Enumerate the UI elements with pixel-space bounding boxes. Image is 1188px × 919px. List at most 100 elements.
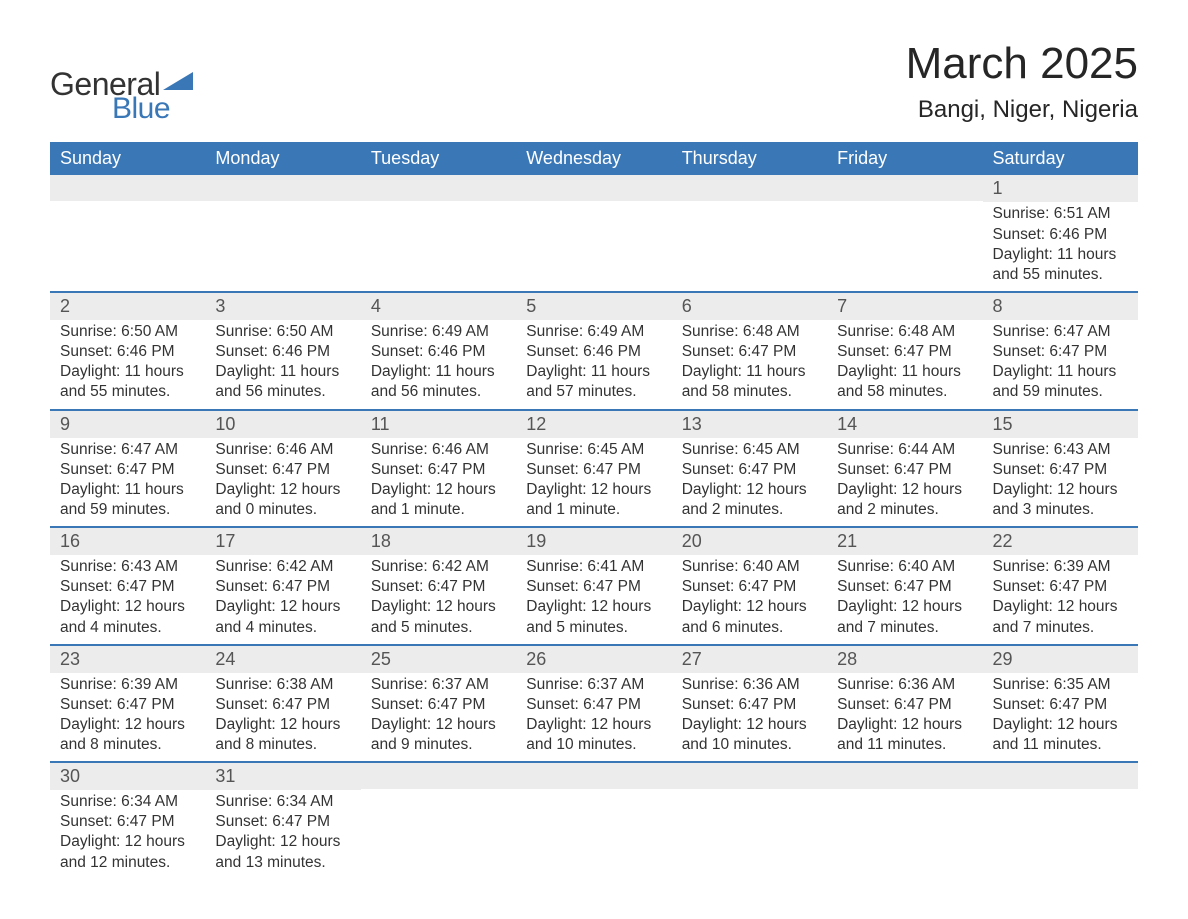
day-number-empty (361, 763, 516, 789)
day-number: 12 (516, 411, 671, 438)
day-data: Sunrise: 6:49 AMSunset: 6:46 PMDaylight:… (361, 320, 516, 409)
sunrise-line: Sunrise: 6:34 AM (215, 792, 350, 812)
calendar-day-cell: 14Sunrise: 6:44 AMSunset: 6:47 PMDayligh… (827, 410, 982, 528)
day-number: 8 (983, 293, 1138, 320)
sunset-line: Sunset: 6:47 PM (526, 695, 661, 715)
calendar-day-cell (361, 175, 516, 292)
sunrise-line: Sunrise: 6:49 AM (526, 322, 661, 342)
day-data: Sunrise: 6:45 AMSunset: 6:47 PMDaylight:… (672, 438, 827, 527)
day-number-empty (983, 763, 1138, 789)
calendar-day-cell: 3Sunrise: 6:50 AMSunset: 6:46 PMDaylight… (205, 292, 360, 410)
daylight-line-2: and 13 minutes. (215, 853, 350, 873)
sunset-line: Sunset: 6:47 PM (215, 695, 350, 715)
calendar-day-cell (827, 762, 982, 879)
day-data: Sunrise: 6:42 AMSunset: 6:47 PMDaylight:… (205, 555, 360, 644)
day-data-empty (516, 201, 671, 271)
day-number-empty (516, 175, 671, 201)
calendar-day-cell (50, 175, 205, 292)
brand-logo: General Blue (50, 68, 193, 124)
daylight-line-2: and 58 minutes. (682, 382, 817, 402)
calendar-day-cell (205, 175, 360, 292)
day-number: 19 (516, 528, 671, 555)
daylight-line-1: Daylight: 12 hours (371, 597, 506, 617)
calendar-page: General Blue March 2025 Bangi, Niger, Ni… (0, 0, 1188, 919)
calendar-day-cell: 5Sunrise: 6:49 AMSunset: 6:46 PMDaylight… (516, 292, 671, 410)
sunrise-line: Sunrise: 6:36 AM (837, 675, 972, 695)
daylight-line-1: Daylight: 12 hours (682, 480, 817, 500)
calendar-week-row: 23Sunrise: 6:39 AMSunset: 6:47 PMDayligh… (50, 645, 1138, 763)
daylight-line-2: and 7 minutes. (837, 618, 972, 638)
daylight-line-2: and 10 minutes. (682, 735, 817, 755)
sunrise-line: Sunrise: 6:36 AM (682, 675, 817, 695)
calendar-day-cell: 29Sunrise: 6:35 AMSunset: 6:47 PMDayligh… (983, 645, 1138, 763)
sunrise-line: Sunrise: 6:39 AM (993, 557, 1128, 577)
day-data-empty (672, 789, 827, 859)
sunset-line: Sunset: 6:47 PM (837, 577, 972, 597)
day-number: 13 (672, 411, 827, 438)
daylight-line-1: Daylight: 12 hours (837, 597, 972, 617)
calendar-week-row: 30Sunrise: 6:34 AMSunset: 6:47 PMDayligh… (50, 762, 1138, 879)
calendar-day-cell: 31Sunrise: 6:34 AMSunset: 6:47 PMDayligh… (205, 762, 360, 879)
sunset-line: Sunset: 6:47 PM (60, 695, 195, 715)
day-number: 10 (205, 411, 360, 438)
day-number: 25 (361, 646, 516, 673)
sunset-line: Sunset: 6:46 PM (60, 342, 195, 362)
calendar-day-cell: 18Sunrise: 6:42 AMSunset: 6:47 PMDayligh… (361, 527, 516, 645)
day-number: 31 (205, 763, 360, 790)
day-data: Sunrise: 6:50 AMSunset: 6:46 PMDaylight:… (50, 320, 205, 409)
calendar-day-cell (516, 762, 671, 879)
sunrise-line: Sunrise: 6:39 AM (60, 675, 195, 695)
weekday-header-row: Sunday Monday Tuesday Wednesday Thursday… (50, 142, 1138, 175)
day-number: 9 (50, 411, 205, 438)
daylight-line-2: and 5 minutes. (371, 618, 506, 638)
day-data: Sunrise: 6:41 AMSunset: 6:47 PMDaylight:… (516, 555, 671, 644)
day-data-empty (516, 789, 671, 859)
sunset-line: Sunset: 6:47 PM (993, 695, 1128, 715)
sunset-line: Sunset: 6:47 PM (215, 812, 350, 832)
day-number: 11 (361, 411, 516, 438)
calendar-day-cell (983, 762, 1138, 879)
sunset-line: Sunset: 6:47 PM (682, 577, 817, 597)
sunrise-line: Sunrise: 6:37 AM (371, 675, 506, 695)
sunset-line: Sunset: 6:47 PM (526, 460, 661, 480)
day-data-empty (361, 201, 516, 271)
sunrise-line: Sunrise: 6:49 AM (371, 322, 506, 342)
sunset-line: Sunset: 6:47 PM (682, 342, 817, 362)
brand-triangle-icon (163, 70, 193, 94)
daylight-line-1: Daylight: 11 hours (526, 362, 661, 382)
calendar-day-cell: 9Sunrise: 6:47 AMSunset: 6:47 PMDaylight… (50, 410, 205, 528)
daylight-line-1: Daylight: 12 hours (993, 597, 1128, 617)
sunset-line: Sunset: 6:47 PM (993, 460, 1128, 480)
sunrise-line: Sunrise: 6:45 AM (526, 440, 661, 460)
daylight-line-1: Daylight: 11 hours (837, 362, 972, 382)
sunrise-line: Sunrise: 6:45 AM (682, 440, 817, 460)
day-number: 29 (983, 646, 1138, 673)
sunrise-line: Sunrise: 6:38 AM (215, 675, 350, 695)
sunset-line: Sunset: 6:47 PM (60, 577, 195, 597)
sunset-line: Sunset: 6:47 PM (682, 695, 817, 715)
calendar-day-cell: 15Sunrise: 6:43 AMSunset: 6:47 PMDayligh… (983, 410, 1138, 528)
day-data: Sunrise: 6:36 AMSunset: 6:47 PMDaylight:… (827, 673, 982, 762)
sunrise-line: Sunrise: 6:42 AM (215, 557, 350, 577)
calendar-day-cell: 23Sunrise: 6:39 AMSunset: 6:47 PMDayligh… (50, 645, 205, 763)
day-number: 16 (50, 528, 205, 555)
sunrise-line: Sunrise: 6:43 AM (60, 557, 195, 577)
sunset-line: Sunset: 6:47 PM (993, 577, 1128, 597)
day-data: Sunrise: 6:48 AMSunset: 6:47 PMDaylight:… (672, 320, 827, 409)
daylight-line-2: and 1 minute. (526, 500, 661, 520)
sunset-line: Sunset: 6:46 PM (993, 225, 1128, 245)
sunset-line: Sunset: 6:47 PM (526, 577, 661, 597)
sunrise-line: Sunrise: 6:50 AM (215, 322, 350, 342)
calendar-body: 1Sunrise: 6:51 AMSunset: 6:46 PMDaylight… (50, 175, 1138, 878)
day-number: 30 (50, 763, 205, 790)
day-number-empty (672, 763, 827, 789)
day-number: 20 (672, 528, 827, 555)
sunset-line: Sunset: 6:47 PM (371, 695, 506, 715)
day-number-empty (827, 763, 982, 789)
daylight-line-1: Daylight: 12 hours (371, 480, 506, 500)
sunrise-line: Sunrise: 6:44 AM (837, 440, 972, 460)
calendar-day-cell: 12Sunrise: 6:45 AMSunset: 6:47 PMDayligh… (516, 410, 671, 528)
day-number-empty (361, 175, 516, 201)
sunset-line: Sunset: 6:47 PM (215, 577, 350, 597)
daylight-line-1: Daylight: 11 hours (215, 362, 350, 382)
